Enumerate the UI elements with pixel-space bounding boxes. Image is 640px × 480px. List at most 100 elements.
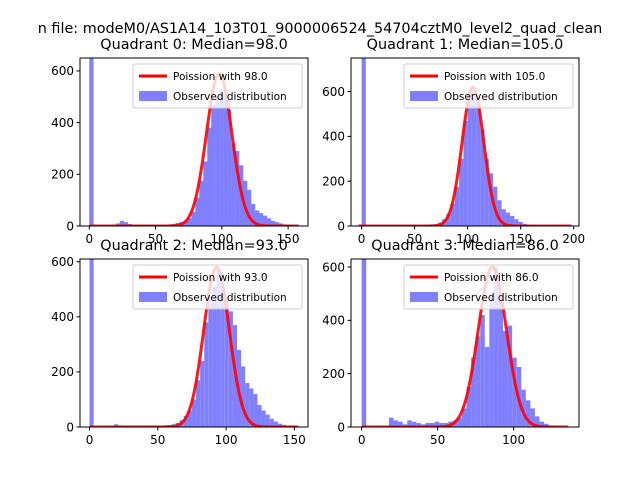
histogram-bar [450,203,455,226]
histogram-bar [235,151,240,226]
histogram-bar [534,416,540,427]
axes-frame [350,258,580,428]
histogram-bar [245,382,250,427]
legend-bar-swatch [139,292,167,302]
x-tick-label: 100 [456,232,479,246]
histogram-bar [463,120,468,226]
legend: Poission with 93.0 Observed distribution [132,264,303,310]
histogram-bar [223,94,228,226]
histogram-bar [361,58,366,226]
histogram-bar [191,211,196,226]
histogram-bar [277,423,283,427]
figure-suptitle: n file: modeM0/AS1A14_103T01_9000006524_… [38,21,603,37]
histogram-bar [480,315,485,427]
histogram-bar [257,404,262,427]
histogram-bar [187,410,192,427]
x-tick-label: 50 [430,433,445,447]
histogram-bar [231,143,236,226]
y-tick-label: 200 [322,367,345,381]
plot-area [358,58,572,226]
histogram-bar [407,420,412,427]
histogram-bar [219,89,224,226]
histogram-bar [501,209,506,226]
histogram-bar [539,421,545,427]
axes-frame [350,57,580,227]
histogram-bar [266,218,272,226]
histogram-bar [476,103,481,226]
histogram-bar [493,267,499,427]
histogram-bar [220,289,225,427]
legend-label-observed: Observed distribution [444,292,558,304]
histogram-bar [439,423,444,427]
y-tick-label: 200 [51,365,74,379]
histogram-bar [411,421,417,427]
y-tick-label: 400 [322,130,345,144]
histogram-bar [467,93,472,226]
histogram-bar [393,420,399,427]
histogram-bar [489,293,494,427]
x-tick-label: 200 [562,232,585,246]
histogram-bar [89,58,94,226]
histogram-bar [389,417,394,427]
legend-label-poisson: Poission with 93.0 [173,272,268,284]
plot-area [89,259,299,427]
legend-label-poisson: Poission with 98.0 [173,71,268,83]
x-tick-label: 0 [86,433,94,447]
histogram-bar [446,213,451,226]
histogram-bar [507,325,513,427]
y-tick-label: 600 [322,85,345,99]
histogram-bar [270,220,276,226]
histogram-bar [195,197,200,226]
histogram-bar [254,210,260,226]
subplot-quadrant-2: 0 50 100 150 0 200 400 600 Quadrant 2: Median=93… [51,238,309,447]
axes-frame [79,57,309,227]
y-tick-label: 600 [51,255,74,269]
histogram-bar [265,414,270,427]
histogram-bar [123,222,128,226]
histogram-bar [488,173,494,226]
x-tick-label: 150 [509,232,532,246]
histogram-bar [434,421,440,427]
histogram-bar [200,360,205,427]
histogram-bar [207,127,212,226]
histogram-bar [484,158,489,226]
histogram-bar [89,259,94,427]
plot-area [361,259,569,427]
histogram-bar [457,417,462,427]
histogram-bar [227,109,232,226]
histogram-bar [471,357,476,427]
subplot-title: Quadrant 2: Median=93.0 [100,238,288,254]
histogram-bar [261,410,266,427]
histogram-bar [208,297,213,427]
histogram-bar [212,286,217,427]
histogram-bar [215,96,220,226]
legend-label-poisson: Poission with 105.0 [444,71,545,83]
histogram-bar [361,259,367,427]
y-tick-label: 600 [322,260,345,274]
histogram-bar [247,189,252,226]
histogram-bar [525,400,531,427]
x-tick-label: 100 [215,433,238,447]
histogram-bar [253,393,258,427]
y-tick-label: 400 [322,314,345,328]
x-tick-label: 0 [85,232,93,246]
x-tick-label: 150 [283,433,306,447]
histogram-bar [211,104,216,226]
subplot-quadrant-3: 0 50 100 0 200 400 600 Quadrant 3: Median=86.0 P… [322,238,580,447]
histogram-bar [228,311,233,427]
legend-label-poisson: Poission with 86.0 [444,272,539,284]
y-tick-label: 0 [66,420,74,434]
histogram-bar [203,161,208,226]
y-tick-label: 400 [51,116,74,130]
x-tick-label: 0 [358,232,366,246]
histogram-bar [187,218,192,226]
legend-bar-swatch [410,91,438,101]
histogram-bars [361,58,540,226]
y-tick-label: 200 [322,175,345,189]
y-tick-label: 400 [51,310,74,324]
histogram-bar [199,180,204,226]
legend-bar-swatch [410,292,438,302]
legend: Poission with 86.0 Observed distribution [403,264,574,310]
histogram-bar [461,408,467,427]
